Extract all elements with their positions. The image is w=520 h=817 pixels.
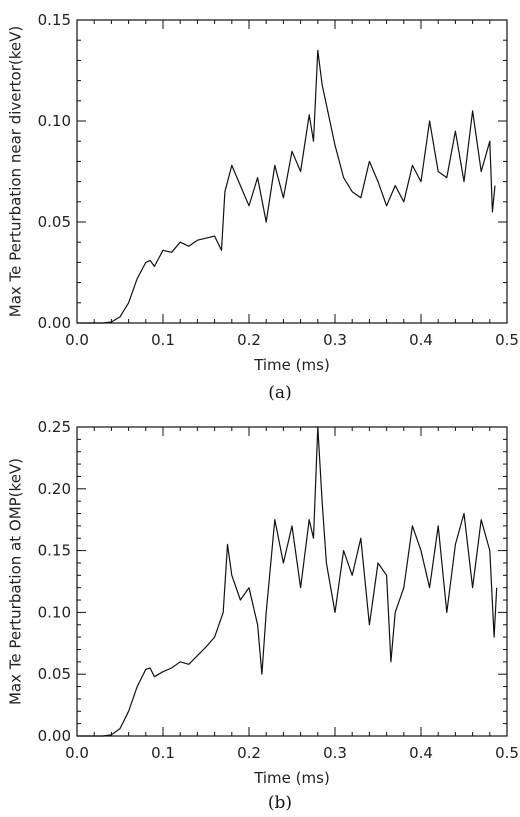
y-tick-label: 0.05 xyxy=(38,665,71,683)
x-tick-labels-b: 0.0 0.1 0.2 0.3 0.4 0.5 xyxy=(65,744,519,762)
chart-panel-b: 0.0 0.1 0.2 0.3 0.4 0.5 0.000.050.100.150.200… xyxy=(6,418,519,813)
panel-caption-b: (b) xyxy=(268,793,292,813)
x-tick-label: 0.4 xyxy=(409,744,433,762)
y-axis-label-a: Max Te Perturbation near divertor(keV) xyxy=(6,26,24,317)
y-tick-label: 0.25 xyxy=(38,418,71,436)
y-tick-label: 0.20 xyxy=(38,480,71,498)
x-tick-label: 0.2 xyxy=(237,744,261,762)
y-tick-label: 0.10 xyxy=(38,603,71,621)
x-tick-label: 0.5 xyxy=(495,744,519,762)
x-axis-label-b: Time (ms) xyxy=(253,769,330,787)
y-axis-label-b: Max Te Perturbation at OMP(keV) xyxy=(6,458,24,705)
panel-caption-a: (a) xyxy=(268,383,291,403)
y-tick-label: 0.00 xyxy=(38,314,71,332)
x-tick-label: 0.1 xyxy=(151,744,175,762)
y-tick-label: 0.15 xyxy=(38,11,71,29)
x-tick-label: 0.2 xyxy=(237,331,261,349)
y-tick-label: 0.15 xyxy=(38,542,71,560)
x-tick-label: 0.0 xyxy=(65,331,89,349)
axis-ticks-a xyxy=(76,19,508,324)
y-tick-label: 0.10 xyxy=(38,112,71,130)
y-tick-labels-a: 0.00 0.05 0.10 0.15 xyxy=(38,11,71,332)
x-tick-labels-a: 0.0 0.1 0.2 0.3 0.4 0.5 xyxy=(65,331,519,349)
y-tick-label: 0.05 xyxy=(38,213,71,231)
chart-panel-a: 0.0 0.1 0.2 0.3 0.4 0.5 0.00 0.05 0.10 0.15 Time… xyxy=(6,11,519,403)
x-tick-label: 0.3 xyxy=(323,744,347,762)
x-tick-label: 0.1 xyxy=(151,331,175,349)
series-line-b xyxy=(77,426,498,737)
y-tick-label: 0.00 xyxy=(38,727,71,745)
x-tick-label: 0.0 xyxy=(65,744,89,762)
x-tick-label: 0.4 xyxy=(409,331,433,349)
plot-frame-b xyxy=(76,426,508,737)
axis-ticks-b xyxy=(76,426,508,737)
x-tick-label: 0.5 xyxy=(495,331,519,349)
series-line-a xyxy=(77,49,496,324)
x-axis-label-a: Time (ms) xyxy=(253,356,330,374)
y-tick-labels-b: 0.00 0.05 0.10 0.15 0.20 0.25 xyxy=(38,418,71,745)
x-tick-label: 0.3 xyxy=(323,331,347,349)
plot-frame-a xyxy=(76,19,508,324)
